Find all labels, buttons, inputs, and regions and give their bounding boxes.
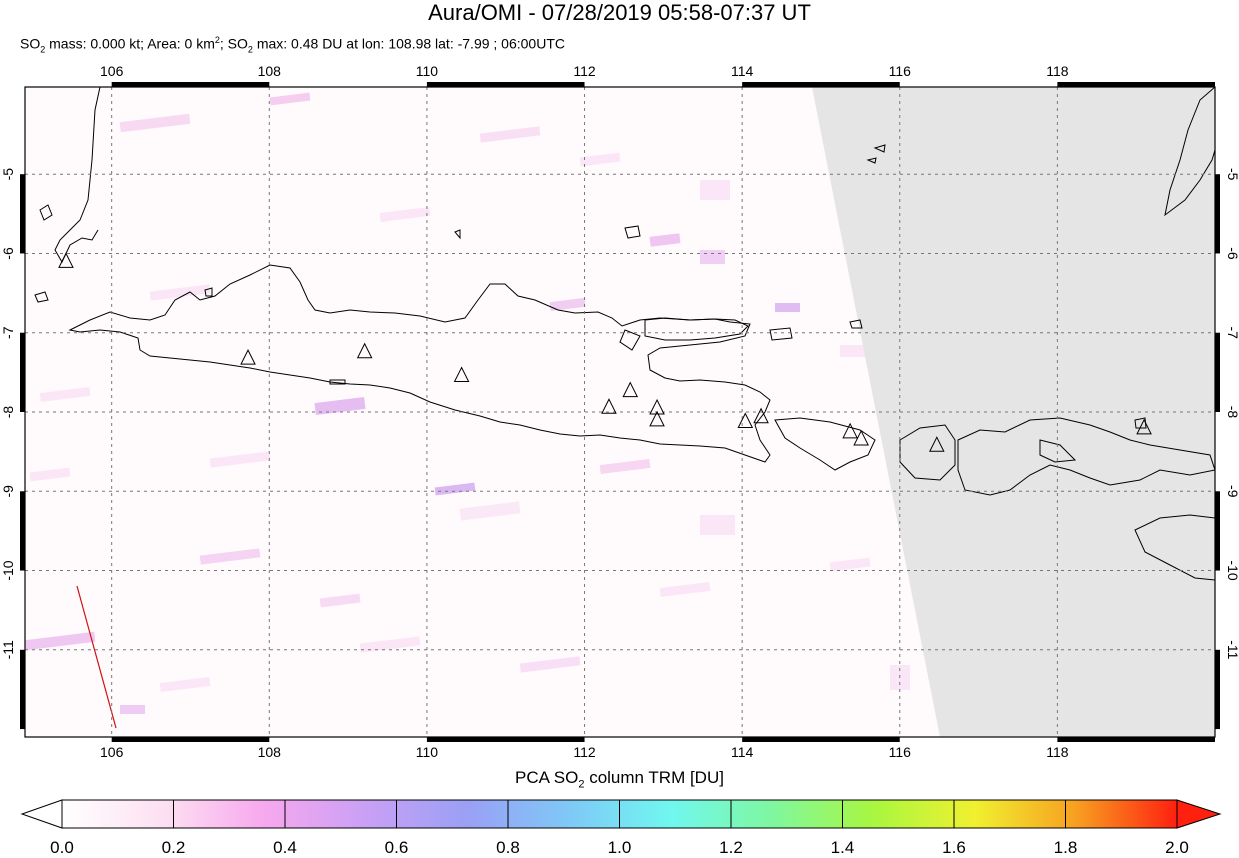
lon-tick-label-top: 116 bbox=[889, 63, 912, 79]
frame-bar-lon bbox=[426, 737, 585, 742]
swath-edge-line bbox=[76, 585, 117, 729]
lon-tick-label-top: 106 bbox=[100, 63, 124, 79]
frame-bar-lon bbox=[742, 82, 900, 87]
frame-bar-lat bbox=[1215, 649, 1220, 730]
lat-tick-label-right: -6 bbox=[1225, 247, 1239, 260]
map-title: Aura/OMI - 07/28/2019 05:58-07:37 UT bbox=[428, 0, 811, 25]
frame-bar-lat bbox=[1215, 491, 1220, 571]
frame-bar-lon bbox=[1057, 82, 1215, 87]
frame-bar-lon bbox=[1057, 737, 1215, 742]
volcano-triangle-icon bbox=[356, 342, 373, 359]
frame-bar-lat bbox=[1215, 332, 1220, 412]
volcano-triangle-icon bbox=[649, 410, 665, 427]
colorbar-tick-label: 1.0 bbox=[607, 838, 632, 857]
lon-tick-label-bottom: 118 bbox=[1046, 744, 1069, 760]
volcano-triangle-icon bbox=[753, 407, 769, 424]
frame-bar-lat bbox=[20, 491, 25, 571]
lon-tick-label-top: 110 bbox=[416, 63, 439, 79]
frame-bar-lat bbox=[1215, 174, 1220, 254]
volcano-triangle-icon bbox=[58, 252, 74, 268]
volcano-markers bbox=[58, 252, 1152, 452]
so2-swath-pixels bbox=[25, 92, 910, 714]
lat-tick-label-left: -11 bbox=[0, 640, 16, 659]
volcano-triangle-icon bbox=[1136, 418, 1152, 435]
lat-tick-label-left: -8 bbox=[0, 406, 16, 419]
gridlines bbox=[25, 87, 1215, 737]
lon-tick-label-bottom: 108 bbox=[258, 744, 282, 760]
lon-tick-label-top: 118 bbox=[1046, 63, 1069, 79]
lon-tick-label-top: 112 bbox=[573, 63, 596, 79]
frame-bar-lon bbox=[111, 737, 270, 742]
colorbar-title: PCA SO2 column TRM [DU] bbox=[515, 768, 724, 791]
frame-bar-lon bbox=[742, 737, 900, 742]
frame-bar-lon bbox=[111, 82, 270, 87]
volcano-triangle-icon bbox=[649, 398, 665, 415]
lat-tick-label-right: -9 bbox=[1225, 485, 1239, 498]
lon-tick-label-top: 114 bbox=[731, 63, 754, 79]
frame-bar-lat bbox=[20, 174, 25, 254]
volcano-triangle-icon bbox=[928, 436, 945, 452]
lon-tick-label-bottom: 112 bbox=[573, 744, 596, 760]
lon-tick-label-top: 108 bbox=[258, 63, 282, 79]
colorbar bbox=[20, 799, 1222, 829]
frame-scale-bars bbox=[20, 82, 1220, 742]
frame-bar-lat bbox=[20, 649, 25, 730]
lat-tick-label-right: -11 bbox=[1225, 640, 1239, 659]
colorbar-tick-label: 1.6 bbox=[942, 838, 966, 857]
lon-tick-label-bottom: 110 bbox=[416, 744, 439, 760]
lat-tick-label-right: -10 bbox=[1225, 560, 1239, 580]
map-subtitle: SO2 mass: 0.000 kt; Area: 0 km2; SO2 max… bbox=[20, 35, 565, 55]
lon-tick-label-bottom: 114 bbox=[731, 744, 754, 760]
lat-tick-label-right: -7 bbox=[1225, 327, 1239, 340]
volcano-triangle-icon bbox=[853, 429, 869, 446]
lat-tick-label-left: -6 bbox=[0, 247, 16, 260]
volcano-triangle-icon bbox=[622, 381, 639, 398]
colorbar-tick-label: 0.0 bbox=[50, 838, 74, 857]
lon-tick-label-bottom: 116 bbox=[889, 744, 912, 760]
lon-tick-label-bottom: 106 bbox=[100, 744, 124, 760]
frame-bar-lon bbox=[426, 82, 585, 87]
colorbar-tick-label: 1.8 bbox=[1053, 838, 1078, 857]
lat-tick-label-left: -5 bbox=[0, 168, 16, 181]
colorbar-tick-label: 0.2 bbox=[161, 838, 186, 857]
colorbar-tick-label: 0.8 bbox=[496, 838, 520, 857]
volcano-triangle-icon bbox=[737, 412, 754, 429]
colorbar-tick-label: 0.4 bbox=[273, 838, 297, 857]
colorbar-tick-label: 1.2 bbox=[719, 838, 743, 857]
volcano-triangle-icon bbox=[453, 366, 470, 383]
volcano-triangle-icon bbox=[842, 422, 858, 439]
volcano-triangle-icon bbox=[240, 348, 256, 365]
lat-tick-label-left: -7 bbox=[0, 326, 16, 339]
lat-tick-label-right: -5 bbox=[1225, 168, 1239, 181]
lat-tick-label-left: -9 bbox=[0, 485, 16, 498]
coastlines bbox=[34, 87, 1215, 581]
lat-tick-label-right: -8 bbox=[1225, 406, 1239, 419]
volcano-triangle-icon bbox=[601, 398, 617, 414]
colorbar-tick-label: 0.6 bbox=[384, 838, 409, 857]
colorbar-tick-label: 2.0 bbox=[1165, 838, 1189, 857]
lat-tick-label-left: -10 bbox=[0, 560, 16, 580]
colorbar-tick-label: 1.4 bbox=[830, 838, 855, 857]
colorbar-max-arrow bbox=[1176, 799, 1222, 829]
colorbar-min-arrow bbox=[20, 799, 63, 829]
frame-bar-lat bbox=[20, 332, 25, 412]
